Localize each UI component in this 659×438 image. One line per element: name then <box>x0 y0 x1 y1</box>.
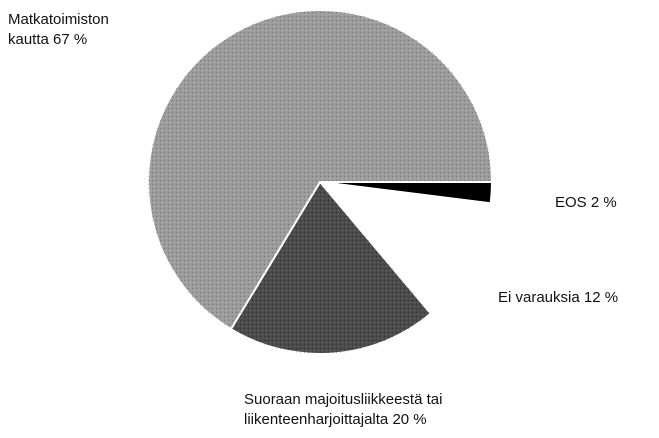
slice-label: Suoraan majoitusliikkeestä tai liikentee… <box>244 390 484 430</box>
slice-label: Ei varauksia 12 % <box>498 288 618 308</box>
slice-label: Matkatoimiston kautta 67 % <box>8 10 120 50</box>
category-label: Suoraan majoitusliikkeestä tai liikentee… <box>244 391 443 428</box>
category-label: Ei varauksia <box>498 289 580 306</box>
value-label: 67 % <box>53 31 88 48</box>
value-label: 20 % <box>392 411 427 428</box>
slice-label: EOS 2 % <box>555 193 617 213</box>
value-label: 2 % <box>590 194 617 211</box>
value-label: 12 % <box>583 289 619 306</box>
category-label: EOS <box>555 194 587 211</box>
category-label: Matkatoimiston kautta <box>8 11 109 48</box>
